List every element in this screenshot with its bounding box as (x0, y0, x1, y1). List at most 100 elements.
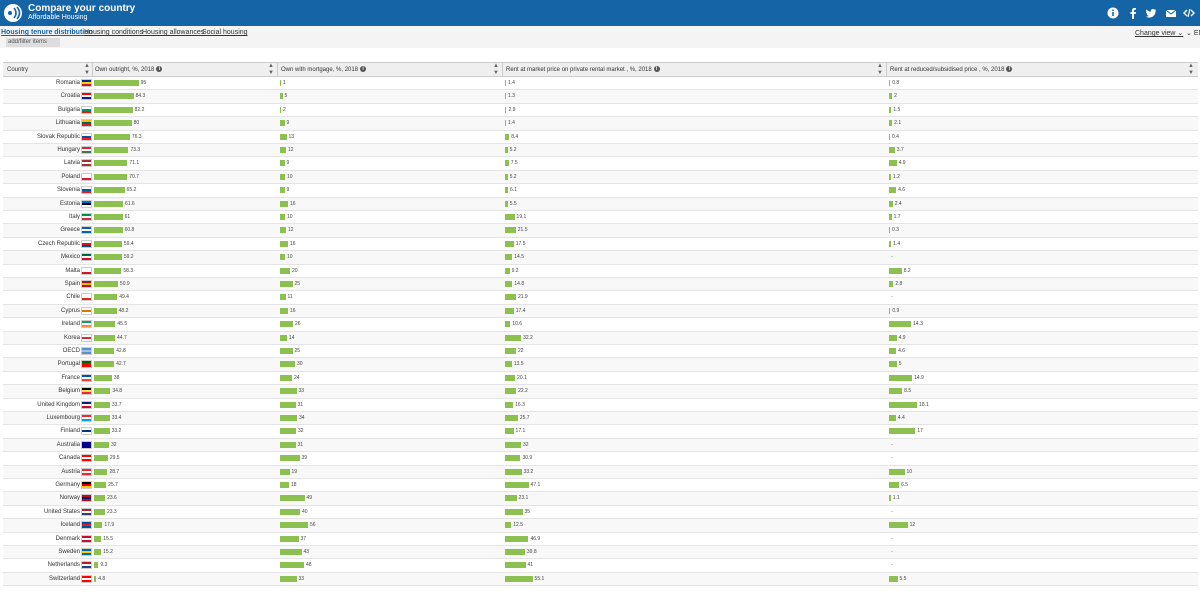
table-row: Cyprus 48.2 16 17.4 0.9 (3, 304, 1198, 319)
country-name: Poland (61, 173, 80, 180)
value-label: 31 (297, 441, 304, 448)
value-bar (505, 321, 511, 328)
value-label: 35 (524, 508, 531, 515)
column-header-rent-market[interactable]: Rent at market price on private rental m… (506, 63, 660, 77)
value-label: 2.8 (895, 281, 903, 287)
sort-icon[interactable]: ▲ ▼ (1188, 63, 1194, 76)
info-icon[interactable] (1107, 7, 1119, 19)
sort-icon[interactable]: ▲ ▼ (877, 63, 883, 76)
column-header-own-mortgage[interactable]: Own with mortgage, %, 2018 i (281, 63, 367, 77)
value-bar (280, 93, 283, 100)
value-bar (505, 106, 507, 113)
value-bar (889, 482, 900, 488)
value-bar (889, 374, 913, 381)
value-bar (505, 562, 526, 569)
country-name: United States (43, 508, 80, 515)
value-label: 28.7 (109, 468, 120, 475)
value-label: 55.1 (534, 575, 545, 582)
value-bar (505, 401, 514, 408)
sort-icon[interactable]: ▲ ▼ (268, 63, 274, 76)
table-header: Country ▲ ▼ Own outright, %, 2018 i ▲ ▼ Own… (3, 62, 1198, 77)
value-label: 2.1 (894, 120, 902, 127)
country-flag-icon (81, 521, 92, 530)
country-name: Ireland (61, 321, 80, 328)
info-icon[interactable]: i (1006, 66, 1013, 73)
facebook-icon[interactable] (1127, 7, 1139, 19)
column-header-own-outright[interactable]: Own outright, %, 2018 i (95, 63, 163, 77)
tab-social-housing[interactable]: Social housing (202, 29, 248, 36)
value-label: 33.2 (523, 468, 534, 475)
info-icon[interactable]: i (156, 66, 163, 73)
language-selector[interactable]: ⌄ EN (1186, 29, 1200, 37)
value-bar (505, 415, 518, 421)
value-bar (94, 468, 108, 475)
country-flag-icon (81, 172, 92, 181)
embed-icon[interactable] (1183, 7, 1195, 19)
column-header-country[interactable]: Country (7, 67, 29, 73)
column-header-rent-subsidised[interactable]: Rent at reduced/subsidised price , %, 20… (890, 63, 1013, 77)
column-divider (92, 63, 93, 77)
value-bar (889, 281, 894, 287)
value-bar (280, 415, 297, 421)
table-row: Ireland 45.5 26 10.6 14.3 (3, 318, 1198, 332)
country-flag-icon (81, 92, 92, 101)
value-label: 21.9 (517, 294, 528, 301)
sort-icon[interactable]: ▲ ▼ (493, 63, 499, 76)
country-flag-icon (81, 440, 92, 449)
value-label: 9 (286, 160, 290, 167)
value-bar (889, 106, 892, 113)
country-name: Luxembourg (46, 415, 80, 421)
tab-housing-allowances[interactable]: Housing allowances (142, 29, 205, 36)
info-icon[interactable]: i (360, 66, 367, 73)
country-flag-icon (81, 119, 92, 128)
value-bar (94, 240, 122, 247)
table-row: Malta 58.3 20 9.2 8.2 (3, 265, 1198, 278)
country-name: Chile (66, 294, 80, 301)
value-label: 4.6 (898, 348, 906, 354)
value-label: 1.4 (893, 240, 901, 247)
value-bar (94, 455, 108, 462)
missing-value: - (891, 455, 893, 462)
filter-chip[interactable]: add/filter items (6, 38, 60, 47)
table-row: Czech Republic 59.4 16 17.5 1.4 (3, 238, 1198, 252)
value-label: 23.3 (106, 508, 117, 515)
value-label: 48 (306, 562, 312, 569)
value-bar (505, 173, 508, 180)
value-label: 47.1 (530, 482, 541, 488)
value-bar (94, 415, 110, 421)
country-name: Portugal (57, 361, 80, 368)
value-label: 0.3 (892, 227, 899, 234)
info-icon[interactable]: i (653, 66, 660, 73)
table-row: Lithuania 80 9 1.4 2.1 (3, 117, 1198, 131)
value-bar (280, 281, 293, 287)
value-label: 0.8 (892, 80, 900, 86)
value-bar (280, 133, 287, 140)
country-name: Slovenia (56, 187, 80, 194)
value-label: 9.2 (511, 267, 519, 274)
value-bar (280, 468, 290, 475)
country-flag-icon (81, 333, 92, 342)
value-label: 19.1 (516, 214, 527, 220)
twitter-icon[interactable] (1145, 7, 1157, 19)
value-bar (94, 535, 102, 542)
value-bar (94, 254, 122, 261)
value-label: 13.5 (513, 361, 524, 368)
country-flag-icon (81, 293, 92, 302)
value-bar (94, 388, 111, 395)
change-view-button[interactable]: Change view ⌄ (1135, 29, 1183, 37)
value-label: 25.7 (519, 415, 530, 421)
country-flag-icon (81, 400, 92, 409)
country-name: Iceland (60, 522, 80, 529)
country-name: Canada (58, 455, 80, 462)
value-label: 23.6 (107, 495, 117, 502)
value-label: 39.8 (526, 549, 537, 555)
table-row: Korea 44.7 14 32.2 4.9 (3, 331, 1198, 345)
sort-icon[interactable]: ▲ ▼ (84, 63, 90, 76)
value-bar (280, 441, 296, 448)
email-icon[interactable] (1165, 7, 1177, 19)
value-bar (280, 106, 281, 113)
value-bar (505, 441, 521, 448)
tab-housing-conditions[interactable]: Housing conditions (84, 29, 144, 36)
value-bar (505, 388, 517, 395)
tab-housing-tenure[interactable]: Housing tenure distribution (1, 29, 93, 36)
